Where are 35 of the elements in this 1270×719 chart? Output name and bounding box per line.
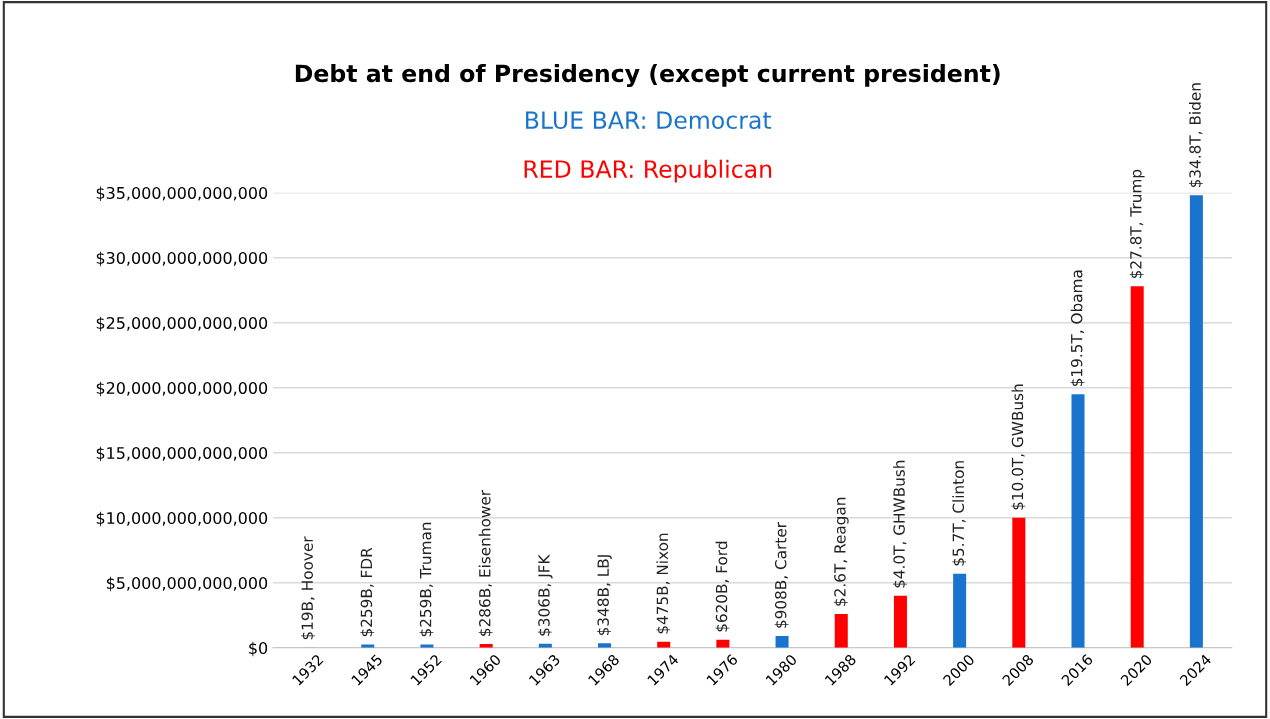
y-tick-label: $0 bbox=[249, 641, 268, 657]
data-label: $34.8T, Biden bbox=[1188, 83, 1203, 188]
data-label: $475B, Nixon bbox=[656, 533, 671, 634]
y-tick-label: $30,000,000,000,000 bbox=[96, 251, 268, 267]
data-label: $19.5T, Obama bbox=[1070, 270, 1085, 387]
bar bbox=[1130, 286, 1144, 648]
data-label: $19B, Hoover bbox=[301, 536, 316, 640]
data-label: $259B, Truman bbox=[419, 522, 434, 637]
bar bbox=[953, 573, 967, 648]
y-tick-label: $20,000,000,000,000 bbox=[96, 381, 268, 397]
y-tick-label: $15,000,000,000,000 bbox=[96, 446, 268, 462]
data-label: $286B, Eisenhower bbox=[478, 489, 493, 636]
text: BLUE BAR: Democrat bbox=[526, 111, 772, 130]
text: RED BAR: Republican bbox=[524, 159, 772, 183]
data-label: $620B, Ford bbox=[715, 541, 730, 632]
data-label: $10.0T, GWBush bbox=[1011, 384, 1026, 510]
bar bbox=[1189, 195, 1203, 648]
bar bbox=[1071, 394, 1085, 648]
data-label: $27.8T, Trump bbox=[1129, 169, 1145, 279]
data-label: $5.7T, Clinton bbox=[952, 461, 967, 566]
bar bbox=[834, 614, 848, 648]
data-label: $908B, Carter bbox=[774, 522, 789, 628]
y-tick-label: $35,000,000,000,000 bbox=[96, 186, 268, 202]
bar bbox=[893, 595, 907, 648]
data-label: $306B, JFK bbox=[537, 554, 553, 636]
y-tick-label: $25,000,000,000,000 bbox=[96, 316, 268, 332]
data-label: $2.6T, Reagan bbox=[833, 497, 849, 606]
bar bbox=[775, 636, 789, 648]
chart-title: Debt at end of Presidency (except current president) bbox=[295, 63, 1000, 88]
data-label: $4.0T, GHWBush bbox=[893, 460, 907, 588]
y-tick-label: $5,000,000,000,000 bbox=[106, 576, 268, 592]
y-tick-label: $10,000,000,000,000 bbox=[96, 511, 268, 527]
bar bbox=[1012, 517, 1026, 648]
data-label: $348B, LBJ bbox=[597, 555, 612, 636]
data-label: $259B, FDR bbox=[360, 547, 375, 637]
